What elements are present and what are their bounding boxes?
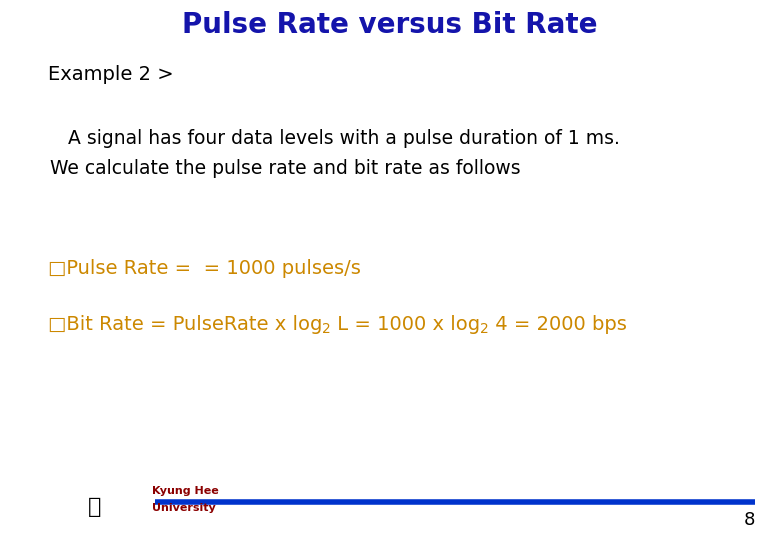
Text: 2: 2 xyxy=(480,322,489,336)
Text: Example 2 >: Example 2 > xyxy=(48,65,174,84)
Text: Kyung Hee: Kyung Hee xyxy=(152,486,218,496)
Bar xyxy=(50,492,140,530)
Text: 8: 8 xyxy=(743,511,755,529)
Text: 2: 2 xyxy=(322,322,332,336)
Text: □Bit Rate = PulseRate x log: □Bit Rate = PulseRate x log xyxy=(48,315,322,334)
Text: Pulse Rate versus Bit Rate: Pulse Rate versus Bit Rate xyxy=(183,11,597,39)
Text: □Pulse Rate =  = 1000 pulses/s: □Pulse Rate = = 1000 pulses/s xyxy=(48,259,361,278)
Text: We calculate the pulse rate and bit rate as follows: We calculate the pulse rate and bit rate… xyxy=(50,159,520,178)
Text: L = 1000 x log: L = 1000 x log xyxy=(332,315,480,334)
Text: A signal has four data levels with a pulse duration of 1 ms.: A signal has four data levels with a pul… xyxy=(68,129,620,147)
Text: 4 = 2000 bps: 4 = 2000 bps xyxy=(489,315,627,334)
Text: 🏛: 🏛 xyxy=(88,497,101,517)
Text: University: University xyxy=(152,503,216,513)
